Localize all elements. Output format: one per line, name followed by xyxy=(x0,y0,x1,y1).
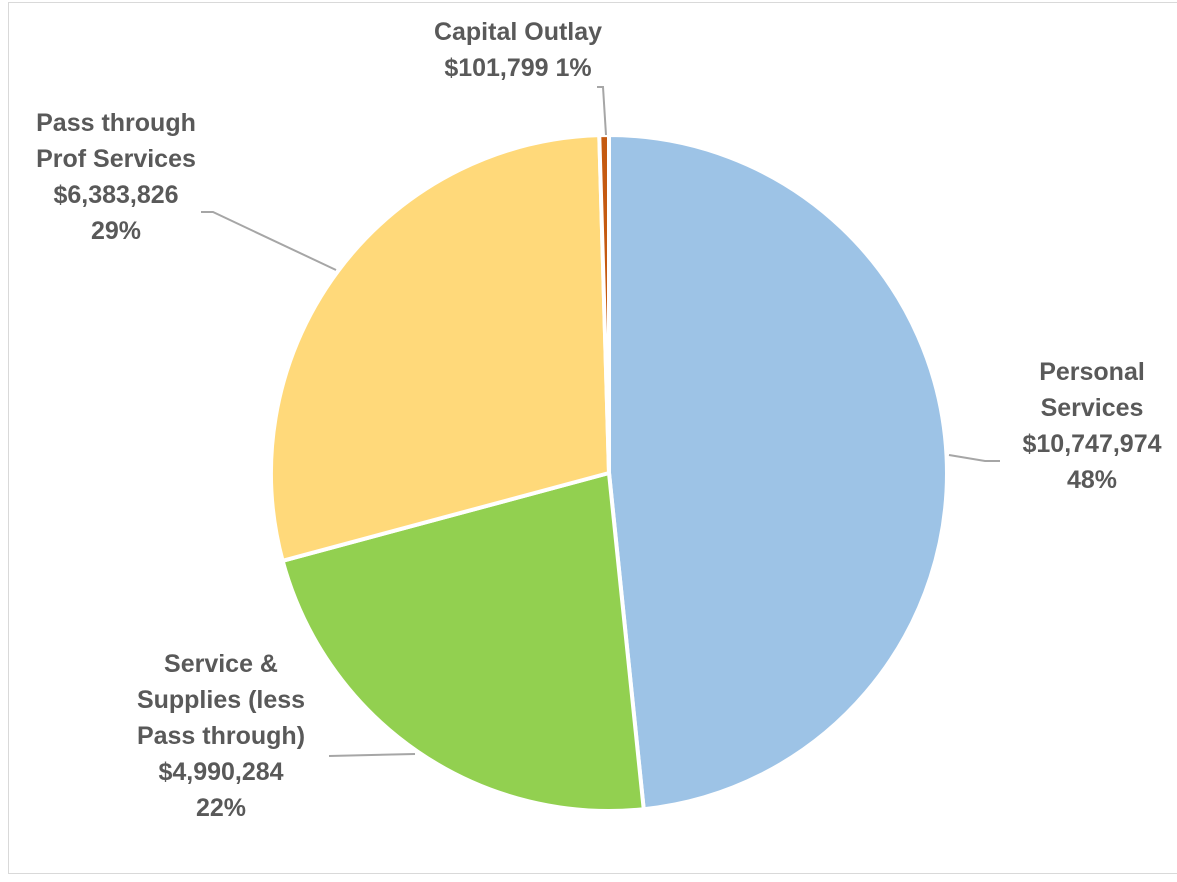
pie-slice-capital-outlay xyxy=(597,133,611,475)
data-label-line: Prof Services xyxy=(36,145,196,173)
data-label-line: 29% xyxy=(91,217,141,245)
leader-line xyxy=(948,454,1000,462)
data-label-line: Pass through) xyxy=(137,722,305,750)
data-label-line: Capital Outlay xyxy=(434,18,602,46)
data-label-pass-through-prof-services: Pass through Prof Services $6,383,826 29% xyxy=(36,109,196,245)
data-label-line: Services xyxy=(1041,394,1144,422)
pie-slice-personal-services xyxy=(607,133,949,812)
data-label-line: Service & xyxy=(164,650,278,678)
data-label-line: $4,990,284 xyxy=(158,758,283,786)
data-label-line: 48% xyxy=(1067,466,1117,494)
data-label-line: 22% xyxy=(196,794,246,822)
data-label-line: $10,747,974 xyxy=(1022,430,1161,458)
data-label-line: Supplies (less xyxy=(137,686,305,714)
leader-line xyxy=(328,753,416,757)
data-label-personal-services: Personal Services $10,747,974 48% xyxy=(1022,358,1161,494)
data-label-capital-outlay: Capital Outlay $101,799 1% xyxy=(434,18,602,82)
pie-slice-pass-through-prof-services xyxy=(269,133,611,563)
data-label-line: $101,799 1% xyxy=(444,54,591,82)
leader-line xyxy=(201,211,337,271)
pie-slice-service-supplies-less-pass-through xyxy=(280,471,646,813)
data-label-line: $6,383,826 xyxy=(53,181,178,209)
leader-line xyxy=(597,86,607,136)
data-label-service-supplies-less-pass-through: Service & Supplies (less Pass through) $4,9… xyxy=(137,650,305,822)
data-label-line: Personal xyxy=(1039,358,1145,386)
data-label-line: Pass through xyxy=(36,109,196,137)
